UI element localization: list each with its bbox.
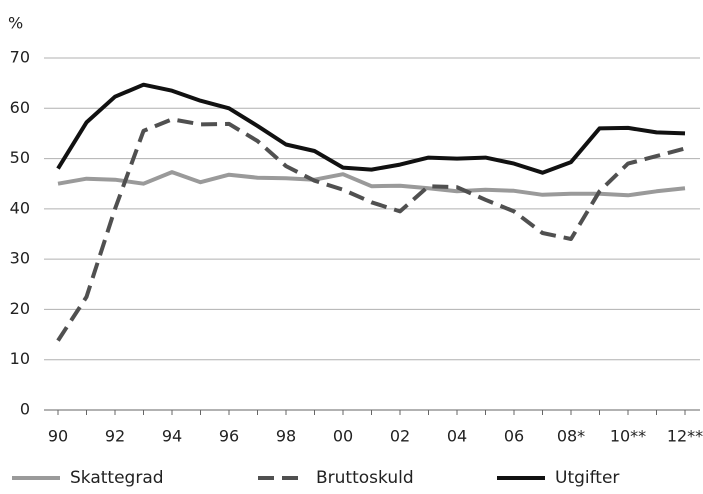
x-tick-label: 90 [48, 427, 68, 446]
y-tick-label: 60 [10, 98, 30, 117]
y-tick-label: 10 [10, 349, 30, 368]
y-tick-label: 40 [10, 198, 30, 217]
x-tick-label: 94 [162, 427, 182, 446]
x-tick-label: 08* [557, 427, 585, 446]
x-tick-label: 12** [667, 427, 703, 446]
series-line [56, 117, 686, 342]
legend-label: Skattegrad [70, 468, 164, 488]
y-tick-label: 30 [10, 249, 30, 268]
x-tick-label: 02 [390, 427, 410, 446]
y-tick-label: 0 [20, 400, 30, 419]
x-tick-label: 04 [447, 427, 467, 446]
y-tick-label: 50 [10, 148, 30, 167]
x-tick-label: 98 [276, 427, 296, 446]
x-tick-label: 10** [610, 427, 646, 446]
y-tick-label: 70 [10, 48, 30, 67]
x-tick-label: 92 [105, 427, 125, 446]
y-unit: % [8, 14, 23, 33]
legend-label: Bruttoskuld [316, 468, 414, 488]
legend-label: Utgifter [555, 468, 619, 488]
x-tick-label: 96 [219, 427, 239, 446]
x-tick-label: 06 [504, 427, 524, 446]
y-tick-label: 20 [10, 299, 30, 318]
x-tick-label: 00 [333, 427, 353, 446]
series-line [56, 82, 686, 175]
series-line [57, 170, 686, 198]
